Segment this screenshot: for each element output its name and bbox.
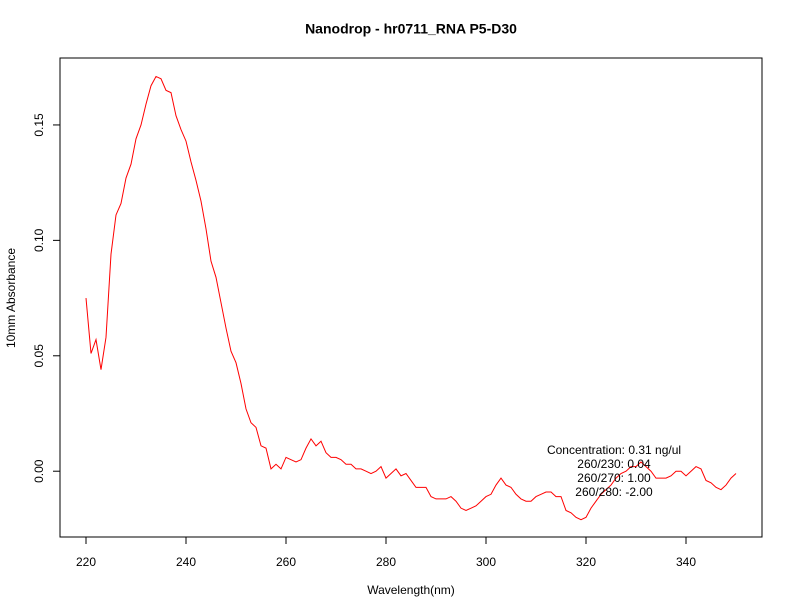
y-tick-label: 0.00 [32,459,46,483]
y-axis-label: 10mm Absorbance [4,248,18,348]
annotation: 260/280: -2.00 [575,485,653,499]
x-axis-label: Wavelength(nm) [367,583,455,597]
x-tick-label: 320 [576,555,596,569]
x-tick-label: 300 [476,555,496,569]
x-tick-label: 220 [76,555,96,569]
y-tick-label: 0.10 [32,228,46,252]
y-tick-label: 0.05 [32,344,46,368]
annotation: 260/270: 1.00 [577,471,651,485]
annotation: Concentration: 0.31 ng/ul [547,443,681,457]
y-tick-label: 0.15 [32,113,46,137]
chart-title: Nanodrop - hr0711_RNA P5-D30 [305,21,517,37]
x-tick-label: 260 [276,555,296,569]
annotation: 260/230: 0.04 [577,457,651,471]
x-tick-label: 280 [376,555,396,569]
data-line [85,75,737,521]
x-tick-label: 340 [676,555,696,569]
x-tick-label: 240 [176,555,196,569]
